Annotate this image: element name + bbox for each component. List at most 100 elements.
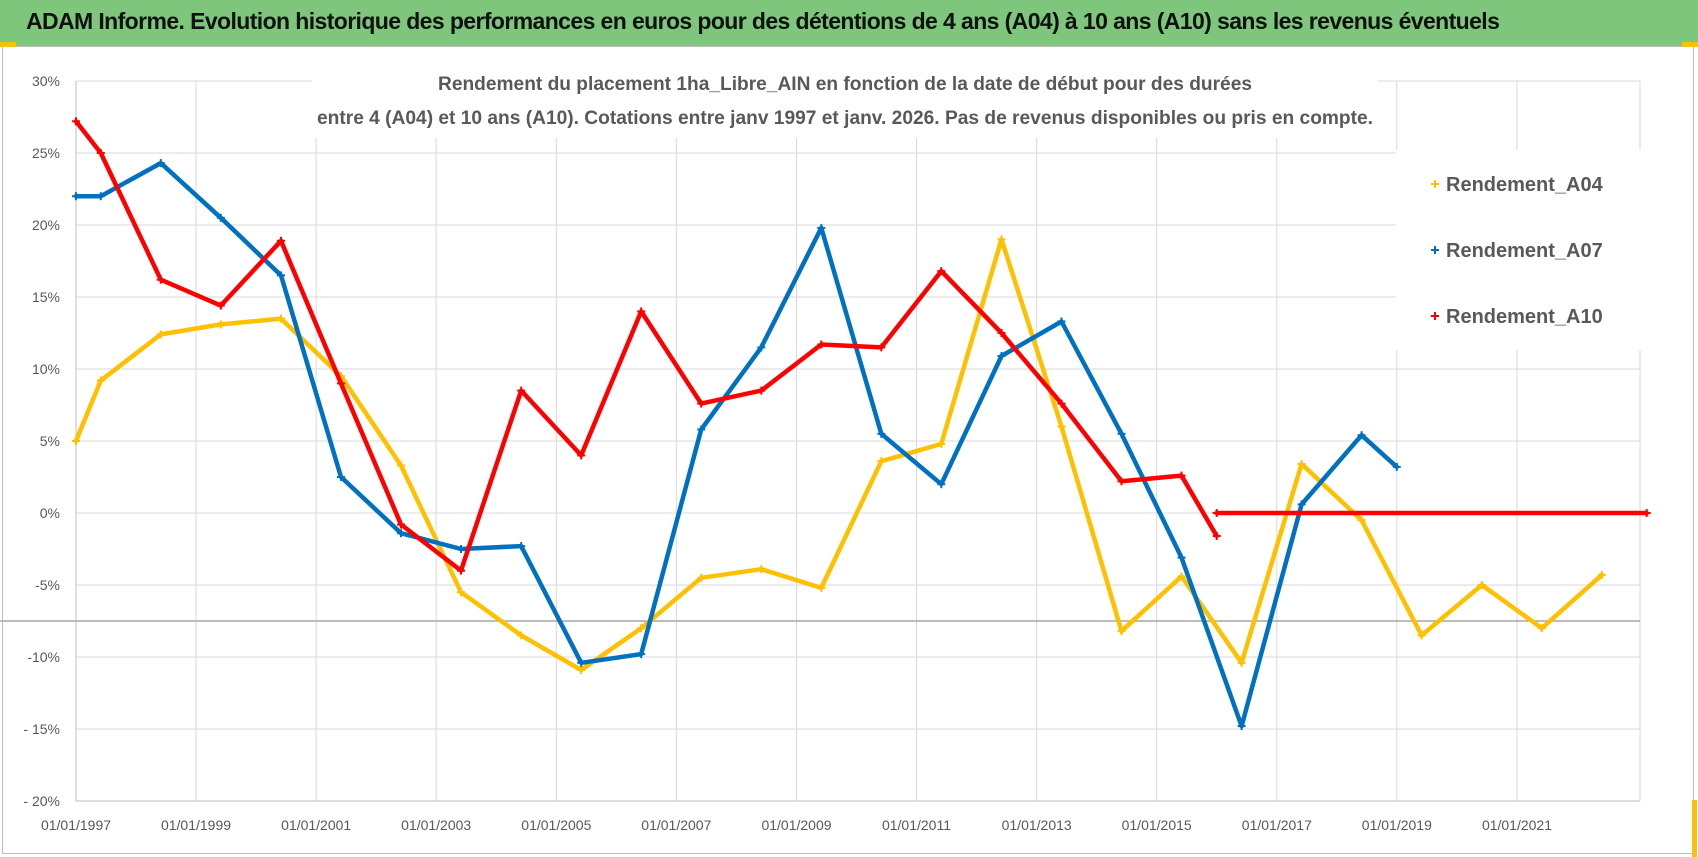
data-point — [877, 457, 886, 466]
data-point — [1117, 627, 1126, 636]
corner-accent-top-left — [0, 42, 16, 47]
data-point — [1177, 572, 1186, 581]
y-tick-label: -5% — [35, 577, 60, 593]
data-point — [1477, 581, 1486, 589]
data-point — [697, 573, 706, 582]
chart-title-line: Rendement du placement 1ha_Libre_AIN en … — [438, 74, 1252, 95]
data-point — [757, 565, 766, 574]
data-point — [997, 329, 1006, 337]
data-point — [937, 480, 946, 489]
x-tick-label: 01/01/2021 — [1482, 817, 1552, 833]
legend-label: Rendement_A07 — [1446, 240, 1603, 262]
y-tick-label: 30% — [32, 73, 60, 89]
data-point — [96, 192, 105, 201]
data-point — [637, 624, 646, 633]
data-point — [1212, 509, 1221, 517]
series-Rendement_A04 — [72, 235, 1606, 674]
legend-marker — [1431, 180, 1439, 188]
data-point — [397, 461, 405, 470]
data-point — [156, 330, 165, 339]
data-point — [397, 529, 405, 538]
y-tick-label: - 15% — [23, 721, 60, 737]
data-point — [1212, 532, 1221, 540]
corner-accent-top-right — [1682, 42, 1698, 47]
data-point — [757, 386, 766, 395]
chart-frame — [2, 46, 1694, 854]
data-point — [277, 314, 285, 323]
data-point — [757, 343, 766, 352]
x-axis-ticks: 01/01/1997 01/01/1999 01/01/2001 01/01/2003… — [41, 817, 1552, 833]
data-point — [1537, 624, 1546, 633]
data-point — [457, 545, 465, 553]
data-point — [1297, 500, 1306, 509]
y-tick-label: 25% — [32, 145, 60, 161]
data-point — [637, 307, 646, 316]
data-point — [96, 376, 105, 385]
corner-accent-bottom-right — [1692, 800, 1697, 857]
data-point — [1357, 431, 1366, 440]
data-point — [697, 425, 706, 434]
data-point — [817, 340, 826, 349]
x-tick-label: 01/01/2005 — [521, 817, 591, 833]
series-Rendement_A07 — [72, 159, 1401, 731]
data-point — [997, 235, 1006, 244]
legend: Rendement_A04 Rendement_A07 Rendement_A10 — [1396, 150, 1646, 350]
data-point — [397, 520, 405, 529]
series-line-Rendement_A04 — [73, 237, 1605, 673]
data-point — [277, 236, 285, 245]
data-point — [1177, 471, 1186, 480]
data-point — [72, 192, 80, 201]
data-point — [277, 271, 285, 280]
data-point — [577, 451, 586, 460]
series-lines — [72, 117, 1651, 731]
x-tick-label: 01/01/2011 — [882, 817, 951, 833]
series-line-Rendement_A07 — [73, 160, 1400, 729]
grid-lines — [0, 80, 1641, 802]
data-point — [1297, 460, 1306, 468]
data-point — [517, 386, 526, 395]
chart-title-line: entre 4 (A04) et 10 ans (A10). Cotations… — [317, 108, 1373, 129]
legend-label: Rendement_A04 — [1446, 174, 1604, 196]
data-point — [937, 439, 946, 448]
data-point — [817, 223, 826, 232]
x-tick-label: 01/01/2003 — [401, 817, 471, 833]
legend-marker — [1431, 246, 1439, 254]
banner-title: ADAM Informe. Evolution historique des p… — [26, 8, 1500, 34]
data-point — [1392, 462, 1401, 471]
x-tick-label: 01/01/2017 — [1242, 817, 1312, 833]
x-tick-label: 01/01/1997 — [41, 817, 111, 833]
y-tick-label: 15% — [32, 289, 60, 305]
data-point — [697, 399, 706, 408]
series-Rendement_A10 — [72, 117, 1651, 575]
data-point — [72, 437, 80, 445]
data-point — [216, 213, 225, 222]
y-tick-label: 20% — [32, 217, 60, 233]
x-tick-label: 01/01/2001 — [281, 817, 351, 833]
y-axis-ticks: 30% 25% 20% 15% 10% 5% 0% -5% -10% - 15% - 20% — [23, 73, 60, 809]
data-point — [517, 631, 526, 640]
data-point — [1117, 429, 1126, 438]
data-point — [96, 149, 105, 157]
x-tick-label: 01/01/2015 — [1122, 817, 1192, 833]
legend-marker — [1431, 312, 1439, 320]
data-point — [1057, 317, 1066, 326]
data-point — [1417, 631, 1426, 640]
data-point — [1057, 399, 1066, 408]
y-tick-label: 0% — [40, 505, 60, 521]
x-tick-label: 01/01/2009 — [761, 817, 831, 833]
data-point — [156, 275, 165, 284]
x-tick-label: 01/01/2007 — [641, 817, 711, 833]
data-point — [1642, 509, 1651, 517]
data-point — [1237, 658, 1246, 667]
data-point — [337, 473, 345, 481]
data-point — [337, 379, 345, 388]
data-point — [817, 583, 826, 592]
data-point — [877, 343, 886, 352]
x-tick-label: 01/01/2019 — [1362, 817, 1432, 833]
data-point — [577, 658, 586, 667]
legend-label: Rendement_A10 — [1446, 306, 1603, 328]
data-point — [1117, 477, 1126, 486]
data-point — [637, 650, 646, 659]
data-point — [577, 666, 586, 674]
